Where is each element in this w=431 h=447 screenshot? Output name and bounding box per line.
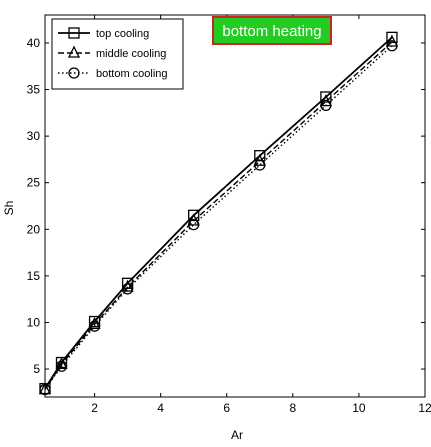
- legend-label: bottom cooling: [96, 68, 168, 80]
- data-point: [254, 150, 266, 162]
- data-point: [386, 31, 398, 44]
- legend-box: [51, 18, 184, 90]
- data-point: [121, 283, 134, 295]
- legend-marker: [68, 27, 80, 39]
- y-axis-label: Sh: [2, 201, 16, 216]
- data-point: [320, 99, 332, 112]
- x-tick-label: 10: [352, 401, 366, 415]
- legend-label: top cooling: [96, 28, 149, 40]
- series-line: [44, 41, 393, 390]
- y-tick-label: 20: [27, 222, 41, 236]
- annotation-text: bottom heating: [222, 23, 321, 40]
- legend-marker: [67, 45, 81, 58]
- data-point: [38, 382, 52, 395]
- x-tick-label: 6: [223, 401, 230, 415]
- data-point: [121, 277, 134, 289]
- x-axis-label: Ar: [231, 428, 243, 442]
- series-line: [44, 45, 393, 390]
- y-tick-label: 35: [27, 83, 41, 97]
- y-tick-label: 25: [27, 176, 41, 190]
- x-tick-label: 2: [91, 401, 98, 415]
- annotation-box: [212, 16, 332, 45]
- y-tick-label: 10: [27, 315, 41, 329]
- x-tick-label: 8: [289, 401, 296, 415]
- y-tick-label: 15: [27, 269, 41, 283]
- data-point: [188, 218, 200, 231]
- legend-label: middle cooling: [96, 48, 166, 60]
- data-point: [386, 40, 398, 52]
- data-point: [55, 360, 68, 372]
- data-point: [88, 320, 101, 332]
- x-tick-label: 12: [418, 401, 431, 415]
- legend-marker: [68, 67, 80, 79]
- y-tick-label: 5: [33, 362, 40, 376]
- data-point: [121, 279, 134, 292]
- data-point: [254, 159, 266, 171]
- x-tick-label: 4: [157, 401, 164, 415]
- y-tick-label: 40: [27, 36, 41, 50]
- data-point: [39, 383, 51, 396]
- y-tick-label: 30: [27, 129, 41, 143]
- series-line: [44, 36, 393, 390]
